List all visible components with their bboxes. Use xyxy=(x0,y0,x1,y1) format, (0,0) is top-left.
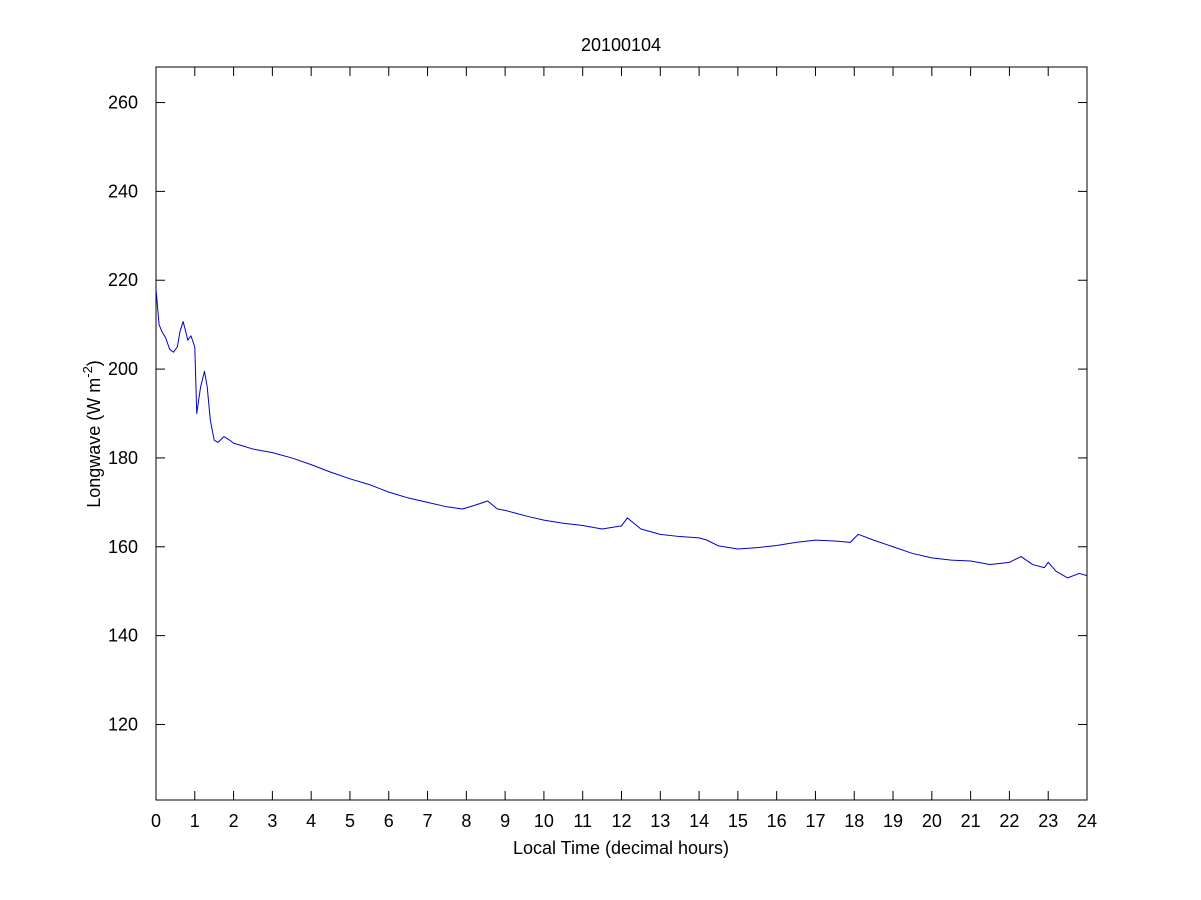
y-axis-label: Longwave (W m-2) xyxy=(80,360,104,508)
x-tick-label: 17 xyxy=(805,811,825,831)
y-tick-label: 120 xyxy=(108,714,138,734)
x-tick-label: 11 xyxy=(573,811,592,831)
x-tick-label: 12 xyxy=(611,811,631,831)
y-tick-label: 160 xyxy=(108,537,138,557)
x-tick-label: 20 xyxy=(922,811,942,831)
x-tick-label: 9 xyxy=(500,811,510,831)
x-tick-label: 14 xyxy=(689,811,709,831)
x-tick-label: 6 xyxy=(384,811,394,831)
x-tick-label: 7 xyxy=(423,811,433,831)
y-tick-label: 200 xyxy=(108,359,138,379)
y-tick-label: 240 xyxy=(108,181,138,201)
x-tick-label: 2 xyxy=(229,811,239,831)
y-axis-tick-labels: 120 140 160 180 200 220 240 260 xyxy=(108,93,138,735)
x-tick-label: 18 xyxy=(844,811,864,831)
x-tick-label: 5 xyxy=(345,811,355,831)
x-tick-label: 0 xyxy=(151,811,161,831)
x-tick-label: 16 xyxy=(767,811,787,831)
series-line-0 xyxy=(155,289,1088,579)
x-tick-label: 23 xyxy=(1038,811,1058,831)
y-tick-label: 260 xyxy=(108,93,138,113)
series-layer xyxy=(155,289,1088,579)
x-tick-label: 21 xyxy=(961,811,981,831)
x-tick-label: 19 xyxy=(883,811,903,831)
x-tick-label: 13 xyxy=(650,811,670,831)
y-axis-label-main: Longwave (W m xyxy=(84,378,104,508)
x-axis-tick-labels: 0 1 2 3 4 5 6 7 8 9 10 11 12 13 14 15 16 17 18 19 20 21 22 23 24 xyxy=(151,811,1097,831)
plot-area-frame xyxy=(155,66,1088,801)
y-tick-label: 180 xyxy=(108,448,138,468)
x-axis-ticks xyxy=(155,67,1088,800)
x-tick-label: 1 xyxy=(190,811,200,831)
x-tick-label: 10 xyxy=(534,811,554,831)
x-tick-label: 3 xyxy=(267,811,277,831)
x-tick-label: 15 xyxy=(728,811,748,831)
y-axis-label-superscript: -2 xyxy=(80,366,95,378)
chart-title: 20100104 xyxy=(581,35,661,55)
y-axis-ticks xyxy=(156,102,1087,725)
y-tick-label: 140 xyxy=(108,626,138,646)
x-tick-label: 24 xyxy=(1077,811,1097,831)
x-axis-label: Local Time (decimal hours) xyxy=(513,838,729,858)
y-tick-label: 220 xyxy=(108,270,138,290)
x-tick-label: 4 xyxy=(306,811,316,831)
x-tick-label: 8 xyxy=(461,811,471,831)
y-axis-label-suffix: ) xyxy=(84,360,104,366)
x-tick-label: 22 xyxy=(999,811,1019,831)
